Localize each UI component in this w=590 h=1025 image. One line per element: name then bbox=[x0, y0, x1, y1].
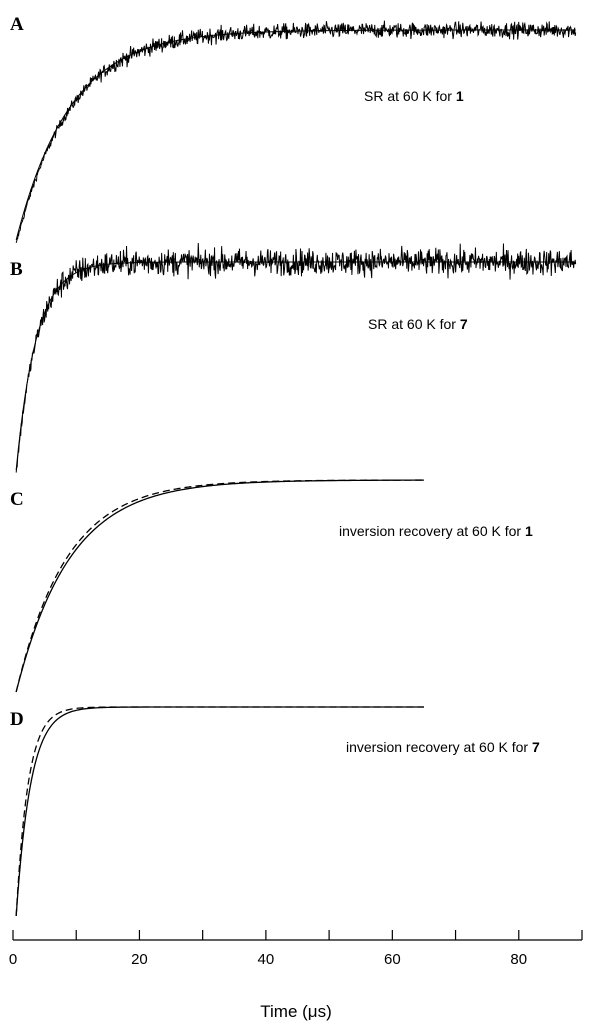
panel-d-annotation-text: inversion recovery at 60 K for bbox=[346, 739, 532, 755]
panel-d-letter: D bbox=[10, 709, 24, 730]
panel-c-annotation: inversion recovery at 60 K for 1 bbox=[339, 523, 533, 539]
panel-c-dashed-curve bbox=[15, 479, 424, 693]
panel-a-letter: A bbox=[10, 14, 24, 35]
panel-d-dashed-curve bbox=[15, 706, 424, 917]
panel-a-annotation-sample: 1 bbox=[456, 88, 464, 104]
panel-a: A SR at 60 K for 1 bbox=[10, 14, 577, 243]
panel-b-letter: B bbox=[10, 259, 23, 280]
panel-a-fit-curve bbox=[15, 29, 576, 241]
x-tick-label-80: 80 bbox=[510, 951, 527, 968]
panel-b-annotation-text: SR at 60 K for bbox=[368, 316, 460, 332]
panel-c: C inversion recovery at 60 K for 1 bbox=[10, 479, 533, 693]
panel-c-annotation-text: inversion recovery at 60 K for bbox=[339, 523, 525, 539]
panel-d-annotation-sample: 7 bbox=[532, 739, 540, 755]
panel-b-annotation: SR at 60 K for 7 bbox=[368, 316, 468, 332]
panel-c-annotation-sample: 1 bbox=[525, 523, 533, 539]
panel-a-signal-trace bbox=[15, 20, 577, 243]
x-tick-label-0: 0 bbox=[9, 951, 17, 968]
x-axis: 0 20 40 60 80 Time (μs) bbox=[9, 930, 583, 1021]
panel-b-annotation-sample: 7 bbox=[460, 316, 468, 332]
x-axis-ticks: 0 20 40 60 80 bbox=[9, 930, 583, 968]
panel-a-annotation: SR at 60 K for 1 bbox=[364, 88, 464, 104]
x-tick-label-20: 20 bbox=[131, 951, 148, 968]
panel-d: D inversion recovery at 60 K for 7 bbox=[10, 706, 540, 917]
panel-c-letter: C bbox=[10, 489, 24, 510]
x-axis-title: Time (μs) bbox=[260, 1002, 332, 1021]
x-tick-label-40: 40 bbox=[258, 951, 275, 968]
panel-c-solid-curve bbox=[15, 479, 424, 693]
panel-b: B SR at 60 K for 7 bbox=[10, 242, 577, 473]
panel-b-fit-curve bbox=[15, 261, 576, 471]
x-tick-label-60: 60 bbox=[384, 951, 401, 968]
panel-a-annotation-text: SR at 60 K for bbox=[364, 88, 456, 104]
panel-d-annotation: inversion recovery at 60 K for 7 bbox=[346, 739, 540, 755]
panel-b-signal-trace bbox=[15, 242, 577, 473]
